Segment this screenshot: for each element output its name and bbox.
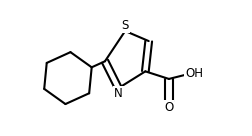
Text: O: O: [164, 101, 174, 114]
Text: S: S: [121, 19, 129, 32]
Text: OH: OH: [185, 67, 203, 80]
Text: N: N: [114, 87, 123, 100]
